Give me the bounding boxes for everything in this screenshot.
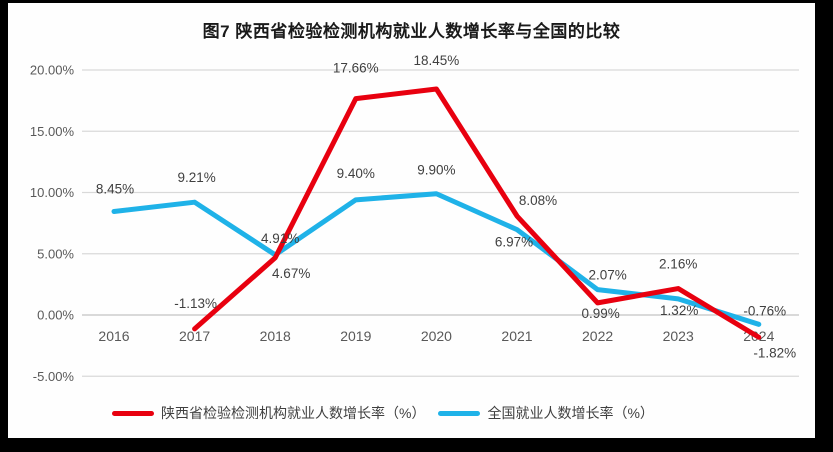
y-axis-tick-label: -5.00%	[33, 369, 75, 384]
x-axis-tick-label: 2022	[582, 328, 613, 344]
legend-item-shaanxi: 陕西省检验检测机构就业人数增长率（%）	[112, 403, 425, 423]
chart-legend: 陕西省检验检测机构就业人数增长率（%） 全国就业人数增长率（%）	[112, 403, 654, 423]
data-label: 0.99%	[581, 306, 619, 321]
y-axis-tick-label: 20.00%	[30, 63, 75, 78]
x-axis-tick-label: 2020	[421, 328, 452, 344]
legend-item-national: 全国就业人数增长率（%）	[438, 403, 654, 423]
x-axis-tick-label: 2016	[98, 328, 129, 344]
x-axis-tick-label: 2019	[340, 328, 371, 344]
photo-edge-bottom	[0, 438, 833, 452]
x-axis-tick-label: 2023	[663, 328, 694, 344]
legend-label-shaanxi: 陕西省检验检测机构就业人数增长率（%）	[161, 405, 426, 421]
y-axis-tick-label: 0.00%	[37, 308, 74, 323]
data-label: 4.91%	[261, 231, 299, 246]
data-label: 1.32%	[660, 303, 698, 318]
data-label: 18.45%	[414, 53, 460, 68]
data-label: 4.67%	[272, 266, 310, 281]
data-label: 9.90%	[417, 163, 455, 178]
red-line-swatch-icon	[112, 410, 154, 416]
data-label: 8.08%	[519, 193, 557, 208]
blue-line-swatch-icon	[438, 410, 481, 416]
data-label: -1.13%	[174, 296, 217, 311]
data-label: -0.76%	[743, 303, 786, 318]
chart-title: 图7 陕西省检验检测机构就业人数增长率与全国的比较	[202, 22, 621, 41]
data-label: 9.21%	[177, 170, 215, 185]
legend-label-national: 全国就业人数增长率（%）	[487, 405, 654, 421]
data-label: 2.16%	[659, 257, 697, 272]
x-axis-tick-label: 2017	[179, 328, 210, 344]
photo-edge-top	[0, 0, 833, 3]
y-axis-tick-label: 15.00%	[30, 124, 75, 139]
x-axis-tick-label: 2018	[260, 328, 291, 344]
y-axis-tick-label: 10.00%	[30, 185, 75, 200]
data-label: 17.66%	[333, 61, 379, 76]
data-label: 2.07%	[588, 268, 626, 283]
photo-edge-right	[815, 0, 833, 452]
data-label: -1.82%	[753, 345, 796, 360]
series-line-shaanxi	[192, 86, 762, 340]
data-label: 9.40%	[337, 166, 375, 181]
photo-edge-left	[0, 0, 8, 452]
y-axis-tick-label: 5.00%	[37, 246, 74, 261]
data-label: 6.97%	[495, 235, 533, 250]
data-label: 8.45%	[96, 181, 134, 196]
x-axis-tick-label: 2021	[501, 328, 532, 344]
